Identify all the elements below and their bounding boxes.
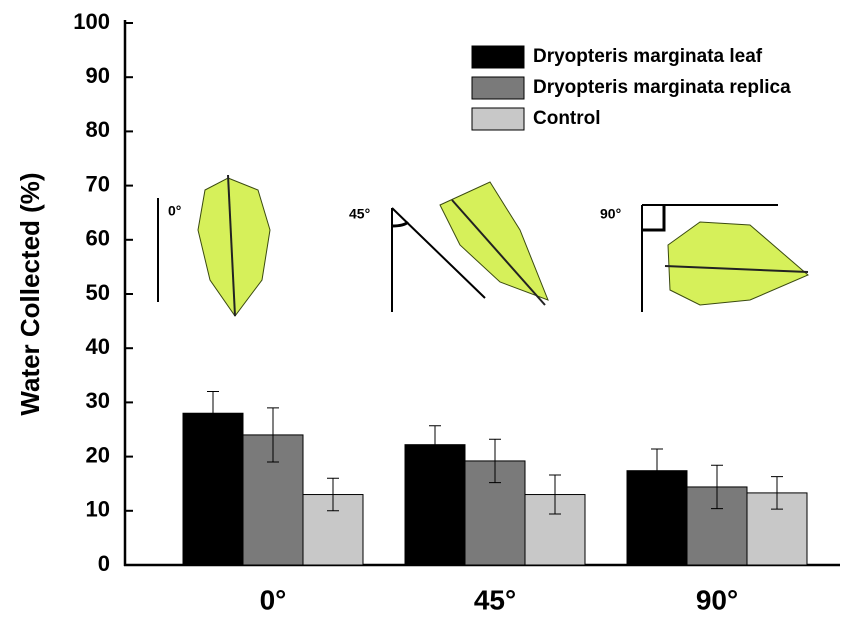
error-bar [207,391,219,436]
illustration-0 [157,174,271,317]
illustration-45 [391,181,549,312]
error-bar [651,448,663,493]
error-bar [327,477,339,512]
error-bar [267,407,279,463]
error-bar [429,425,441,465]
y-tick-label: 0 [98,551,110,576]
error-bar [489,438,501,484]
error-bar [771,476,783,510]
error-bar [711,464,723,510]
angle-annotation: 90° [600,206,621,222]
y-tick-label: 20 [86,442,110,467]
bar [182,412,244,566]
angle-annotation: 45° [349,206,370,222]
y-tick-label: 90 [86,63,110,88]
y-tick-label: 100 [73,9,110,34]
angle-annotation: 0° [168,203,181,219]
y-axis-label: Water Collected (%) [15,172,45,415]
x-tick-label: 0° [260,584,287,615]
legend-label: Dryopteris marginata replica [533,77,791,98]
error-bar [549,474,561,515]
y-tick-label: 30 [86,388,110,413]
legend-label: Control [533,108,601,129]
legend-label: Dryopteris marginata leaf [533,46,763,67]
y-tick-label: 60 [86,226,110,251]
y-tick-label: 70 [86,171,110,196]
x-tick-label: 90° [696,584,738,615]
y-tick-label: 50 [86,280,110,305]
y-tick-label: 10 [86,497,110,522]
y-tick-label: 40 [86,334,110,359]
legend-swatch [471,45,525,69]
illustration-90 [641,204,809,312]
legend-swatch [471,76,525,100]
legend-swatch [471,107,525,131]
y-tick-label: 80 [86,117,110,142]
x-tick-label: 45° [474,584,516,615]
